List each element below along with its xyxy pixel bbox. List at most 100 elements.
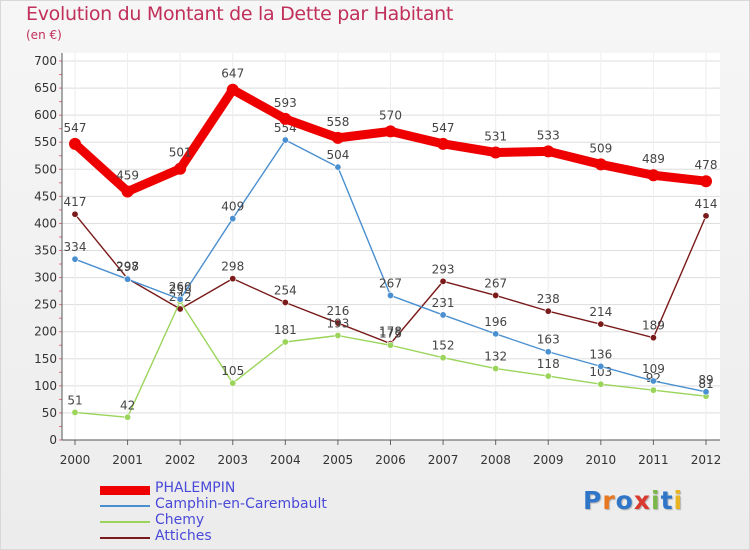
point-attiches-2005 [334, 319, 342, 327]
data-label-chemy-2000: 51 [67, 393, 82, 407]
chart-subtitle: (en €) [26, 28, 62, 42]
data-label-camphin-en-carembault-2000: 334 [64, 240, 87, 254]
y-tick-label-700: 700 [34, 54, 57, 68]
y-tick-label-200: 200 [34, 325, 57, 339]
point-camphin-en-carembault-2011 [649, 377, 657, 385]
data-label-chemy-2009: 118 [537, 357, 560, 371]
data-label-attiches-2005: 216 [326, 304, 349, 318]
legend: PHALEMPIN Camphin-en-Carembault Chemy Attic… [100, 480, 400, 546]
data-label-phalempin-2003: 647 [221, 67, 244, 81]
point-camphin-en-carembault-2009 [544, 348, 552, 356]
data-label-camphin-en-carembault-2005: 504 [326, 148, 349, 162]
proxiti-logo: Proxiti [583, 486, 683, 515]
data-label-camphin-en-carembault-2008: 196 [484, 315, 507, 329]
data-label-phalempin-2005: 558 [326, 115, 349, 129]
data-label-camphin-en-carembault-2009: 163 [537, 333, 560, 347]
data-label-attiches-2001: 298 [116, 260, 139, 274]
x-tick-label-2004: 2004 [270, 453, 301, 467]
data-label-chemy-2006: 175 [379, 326, 402, 340]
point-camphin-en-carembault-2002 [176, 295, 184, 303]
point-phalempin-2009 [542, 145, 555, 158]
point-phalempin-2008 [489, 146, 502, 159]
point-camphin-en-carembault-2005 [334, 163, 342, 171]
point-chemy-2010 [597, 380, 605, 388]
data-label-camphin-en-carembault-2011: 109 [642, 362, 665, 376]
point-attiches-2003 [229, 275, 237, 283]
data-label-chemy-2008: 132 [484, 350, 507, 364]
point-phalempin-2010 [594, 158, 607, 171]
legend-swatch-camphin-en-carembault [100, 505, 150, 507]
data-label-chemy-2007: 152 [432, 339, 455, 353]
data-label-camphin-en-carembault-2012: 89 [698, 373, 713, 387]
x-tick-label-2008: 2008 [480, 453, 511, 467]
data-label-camphin-en-carembault-2006: 267 [379, 276, 402, 290]
point-attiches-2011 [649, 334, 657, 342]
legend-item-chemy: Chemy [100, 512, 400, 530]
data-label-chemy-2003: 105 [221, 364, 244, 378]
data-label-attiches-2006: 178 [379, 325, 402, 339]
point-phalempin-2011 [647, 169, 660, 182]
point-phalempin-2003 [226, 83, 239, 96]
y-tick-label-400: 400 [34, 216, 57, 230]
point-chemy-2006 [386, 341, 394, 349]
data-label-chemy-2010: 103 [589, 365, 612, 379]
legend-label-chemy: Chemy [155, 512, 205, 528]
logo-letter: o [615, 486, 634, 515]
x-tick-label-2005: 2005 [323, 453, 354, 467]
data-label-chemy-2001: 42 [120, 398, 135, 412]
legend-label-attiches: Attiches [155, 528, 212, 544]
x-tick-label-2011: 2011 [638, 453, 669, 467]
y-tick-label-100: 100 [34, 379, 57, 393]
y-tick-label-600: 600 [34, 108, 57, 122]
point-chemy-2007 [439, 354, 447, 362]
data-label-phalempin-2006: 570 [379, 108, 402, 122]
logo-letter: i [673, 486, 684, 515]
point-phalempin-2001 [121, 185, 134, 198]
data-label-attiches-2007: 293 [432, 262, 455, 276]
point-phalempin-2007 [437, 137, 450, 150]
data-label-phalempin-2004: 593 [274, 96, 297, 110]
data-label-attiches-2000: 417 [64, 195, 87, 209]
point-phalempin-2006 [384, 125, 397, 138]
point-camphin-en-carembault-2008 [492, 330, 500, 338]
y-tick-label-350: 350 [34, 244, 57, 258]
point-attiches-2009 [544, 307, 552, 315]
point-chemy-2000 [71, 408, 79, 416]
x-tick-label-2010: 2010 [586, 453, 617, 467]
point-attiches-2007 [439, 277, 447, 285]
point-attiches-2012 [702, 212, 710, 220]
legend-item-attiches: Attiches [100, 528, 400, 546]
data-label-phalempin-2008: 531 [484, 130, 507, 144]
y-tick-label-150: 150 [34, 352, 57, 366]
y-tick-label-0: 0 [49, 433, 57, 447]
y-tick-label-450: 450 [34, 189, 57, 203]
data-label-attiches-2004: 254 [274, 283, 297, 297]
point-camphin-en-carembault-2007 [439, 311, 447, 319]
legend-item-phalempin: PHALEMPIN [100, 480, 400, 498]
legend-swatch-phalempin [100, 485, 150, 495]
data-label-phalempin-2010: 509 [589, 141, 612, 155]
point-chemy-2001 [124, 413, 132, 421]
point-camphin-en-carembault-2003 [229, 215, 237, 223]
data-label-phalempin-2009: 533 [537, 128, 560, 142]
x-tick-label-2000: 2000 [60, 453, 91, 467]
point-camphin-en-carembault-2001 [124, 275, 132, 283]
data-label-attiches-2011: 189 [642, 319, 665, 333]
data-label-attiches-2012: 414 [695, 197, 718, 211]
y-tick-label-550: 550 [34, 135, 57, 149]
data-label-camphin-en-carembault-2010: 136 [589, 347, 612, 361]
data-label-phalempin-2012: 478 [695, 158, 718, 172]
x-tick-label-2009: 2009 [533, 453, 564, 467]
point-chemy-2005 [334, 332, 342, 340]
data-label-chemy-2012: 81 [698, 377, 713, 391]
logo-letter: i [651, 486, 661, 515]
point-phalempin-2004 [279, 112, 292, 125]
point-phalempin-2012 [700, 175, 712, 188]
point-attiches-2000 [71, 210, 79, 218]
data-label-phalempin-2001: 459 [116, 168, 139, 182]
data-label-phalempin-2000: 547 [64, 121, 87, 135]
point-camphin-en-carembault-2000 [71, 255, 79, 263]
chart-title: Evolution du Montant de la Dette par Hab… [26, 3, 454, 25]
data-label-phalempin-2011: 489 [642, 152, 665, 166]
